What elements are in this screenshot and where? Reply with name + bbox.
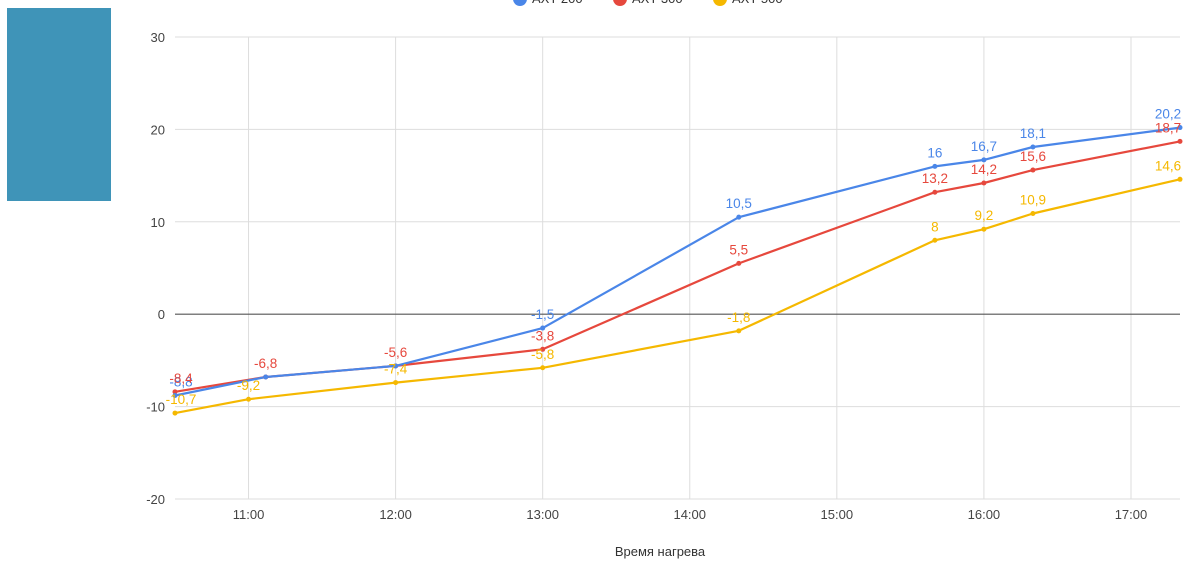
data-label: -8,4: [169, 371, 193, 386]
data-point: [246, 396, 252, 402]
data-label: 13,2: [922, 171, 948, 186]
x-tick-label: 15:00: [821, 507, 854, 522]
data-point: [1177, 125, 1183, 131]
data-point: [1177, 176, 1183, 182]
data-point: [736, 328, 742, 334]
data-label: 16: [927, 145, 942, 160]
data-label: -6,8: [254, 356, 277, 371]
legend-marker: [713, 0, 727, 6]
y-tick-labels: 30 20 10 0 -10 -20: [146, 30, 165, 507]
legend-label: AXT-200: [532, 0, 583, 6]
data-point: [263, 374, 269, 380]
data-label: -5,6: [384, 345, 407, 360]
x-tick-label: 13:00: [526, 507, 559, 522]
data-point: [1030, 144, 1036, 150]
color-block: [7, 8, 111, 201]
series-points: [172, 125, 1183, 416]
legend: AXT-200 AXT-300 AXT-500: [513, 0, 783, 6]
data-point: [981, 226, 987, 232]
data-point: [172, 410, 178, 416]
legend-label: AXT-500: [732, 0, 783, 6]
grid: [175, 36, 1180, 500]
data-point: [172, 389, 178, 395]
data-label: 20,2: [1155, 107, 1181, 122]
data-label: 14,2: [971, 162, 997, 177]
data-label: 16,7: [971, 139, 997, 154]
y-tick-label: 20: [151, 122, 165, 137]
data-point: [736, 260, 742, 266]
data-point: [540, 365, 546, 371]
data-point: [1030, 167, 1036, 173]
data-label: 10,9: [1020, 192, 1046, 207]
data-point: [736, 214, 742, 220]
data-point: [393, 363, 399, 369]
data-label: -5,8: [531, 347, 554, 362]
data-label: -8,8: [169, 375, 192, 390]
data-point: [172, 393, 178, 399]
series-lines: [174, 126, 1181, 415]
legend-marker: [613, 0, 627, 6]
data-label: 10,5: [726, 196, 752, 211]
x-axis-title: Время нагрева: [615, 544, 706, 559]
data-labels: -8,8 -1,5 10,5 16 16,7 18,1 20,2 -8,4 -6,8 -5,6 -3…: [166, 107, 1182, 408]
y-tick-label: -20: [146, 492, 165, 507]
data-label: 8: [931, 219, 939, 234]
data-point: [981, 180, 987, 186]
data-label: 14,6: [1155, 158, 1181, 173]
x-tick-labels: 11:00 12:00 13:00 14:00 15:00 16:00 17:00: [233, 507, 1148, 522]
series-line: [174, 140, 1181, 393]
x-tick-label: 14:00: [673, 507, 706, 522]
y-tick-label: 10: [151, 215, 165, 230]
legend-label: AXT-300: [632, 0, 683, 6]
legend-marker: [513, 0, 527, 6]
data-label: -1,8: [727, 310, 750, 325]
series-line: [174, 178, 1181, 415]
data-label: 5,5: [729, 242, 748, 257]
x-tick-label: 16:00: [968, 507, 1001, 522]
data-label: 9,2: [975, 208, 994, 223]
x-tick-label: 17:00: [1115, 507, 1148, 522]
x-tick-label: 12:00: [379, 507, 412, 522]
data-point: [540, 325, 546, 331]
data-label: 18,7: [1155, 120, 1181, 135]
data-point: [932, 163, 938, 169]
data-label: 15,6: [1020, 149, 1046, 164]
data-point: [981, 157, 987, 163]
data-label: -7,4: [384, 362, 408, 377]
data-point: [1030, 210, 1036, 216]
data-point: [540, 346, 546, 352]
data-label: 18,1: [1020, 126, 1046, 141]
y-tick-label: 30: [151, 30, 165, 45]
data-label: -1,5: [531, 307, 554, 322]
x-tick-label: 11:00: [233, 507, 265, 522]
data-point: [1177, 138, 1183, 144]
y-tick-label: -10: [146, 400, 165, 415]
y-tick-label: 0: [158, 307, 165, 322]
data-point: [932, 237, 938, 243]
data-point: [393, 380, 399, 386]
data-label: -3,8: [531, 328, 554, 343]
data-label: -10,7: [166, 392, 197, 407]
data-point: [932, 189, 938, 195]
series-line: [174, 126, 1181, 397]
data-label: -9,2: [237, 378, 260, 393]
